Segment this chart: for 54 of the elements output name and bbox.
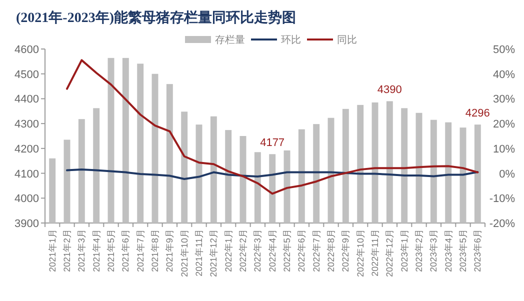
y-tick-label: 4600	[14, 44, 39, 56]
x-tick-label: 2023年1月	[399, 229, 410, 272]
x-tick-label: 2023年6月	[472, 229, 483, 272]
y2-tick-label: 30%	[492, 94, 516, 106]
legend-label: 环比	[281, 34, 301, 46]
x-tick-label: 2021年3月	[76, 229, 87, 272]
x-tick-label: 2021年7月	[135, 229, 146, 272]
annotation: 4390	[377, 84, 402, 96]
x-tick-label: 2022年6月	[296, 229, 307, 272]
y-tick-label: 4400	[14, 94, 39, 106]
y-tick-label: 4500	[14, 68, 39, 81]
line-series	[66, 168, 479, 180]
x-tick-label: 2022年3月	[252, 229, 263, 272]
x-tick-label: 2022年5月	[282, 229, 292, 272]
y2-tick-label: 40%	[492, 68, 516, 81]
x-tick-label: 2023年5月	[458, 229, 468, 272]
x-tick-label: 2021年6月	[120, 229, 131, 272]
x-tick-label: 2022年10月	[355, 229, 366, 278]
y-tick-label: 4000	[14, 193, 39, 206]
x-tick-label: 2022年8月	[326, 229, 336, 272]
x-tick-label: 2022年12月	[384, 229, 395, 278]
x-tick-label: 2022年11月	[370, 229, 380, 276]
x-tick-label: 2023年2月	[414, 229, 424, 272]
y-tick-label: 4200	[14, 143, 39, 156]
y2-tick-label: 50%	[492, 44, 516, 56]
x-tick-label: 2021年1月	[47, 229, 58, 272]
annotation: 4177	[260, 137, 285, 150]
x-tick-label: 2021年8月	[150, 229, 160, 272]
x-tick-label: 2022年1月	[223, 229, 234, 272]
x-tick-label: 2021年5月	[106, 229, 116, 272]
x-tick-label: 2022年4月	[267, 229, 278, 272]
x-tick-label: 2021年12月	[208, 229, 219, 278]
y-tick-label: 4100	[14, 168, 39, 180]
x-tick-label: 2021年2月	[62, 229, 72, 272]
y2-tick-label: -20%	[489, 218, 516, 230]
x-tick-label: 2023年4月	[443, 229, 454, 272]
y2-tick-label: 10%	[492, 143, 516, 156]
x-tick-label: 2021年9月	[164, 229, 175, 272]
chart-title: (2021年-2023年)能繁母猪存栏量同环比走势图	[16, 10, 296, 26]
legend-label: 存栏量	[215, 34, 245, 46]
x-tick-label: 2022年9月	[340, 229, 351, 272]
x-tick-label: 2021年11月	[194, 229, 204, 276]
y2-tick-label: 0%	[499, 168, 516, 180]
x-tick-label: 2021年4月	[91, 229, 102, 272]
y2-tick-label: 20%	[492, 118, 516, 131]
legend-label: 同比	[337, 34, 357, 46]
x-tick-label: 2021年10月	[179, 229, 190, 278]
x-tick-label: 2023年3月	[428, 229, 439, 272]
annotation: 4296	[465, 108, 490, 120]
y2-tick-label: -10%	[489, 193, 516, 206]
x-tick-label: 2022年7月	[311, 229, 322, 272]
y-tick-label: 3900	[14, 218, 39, 230]
y-tick-label: 4300	[14, 118, 39, 131]
x-tick-label: 2022年2月	[238, 229, 248, 272]
